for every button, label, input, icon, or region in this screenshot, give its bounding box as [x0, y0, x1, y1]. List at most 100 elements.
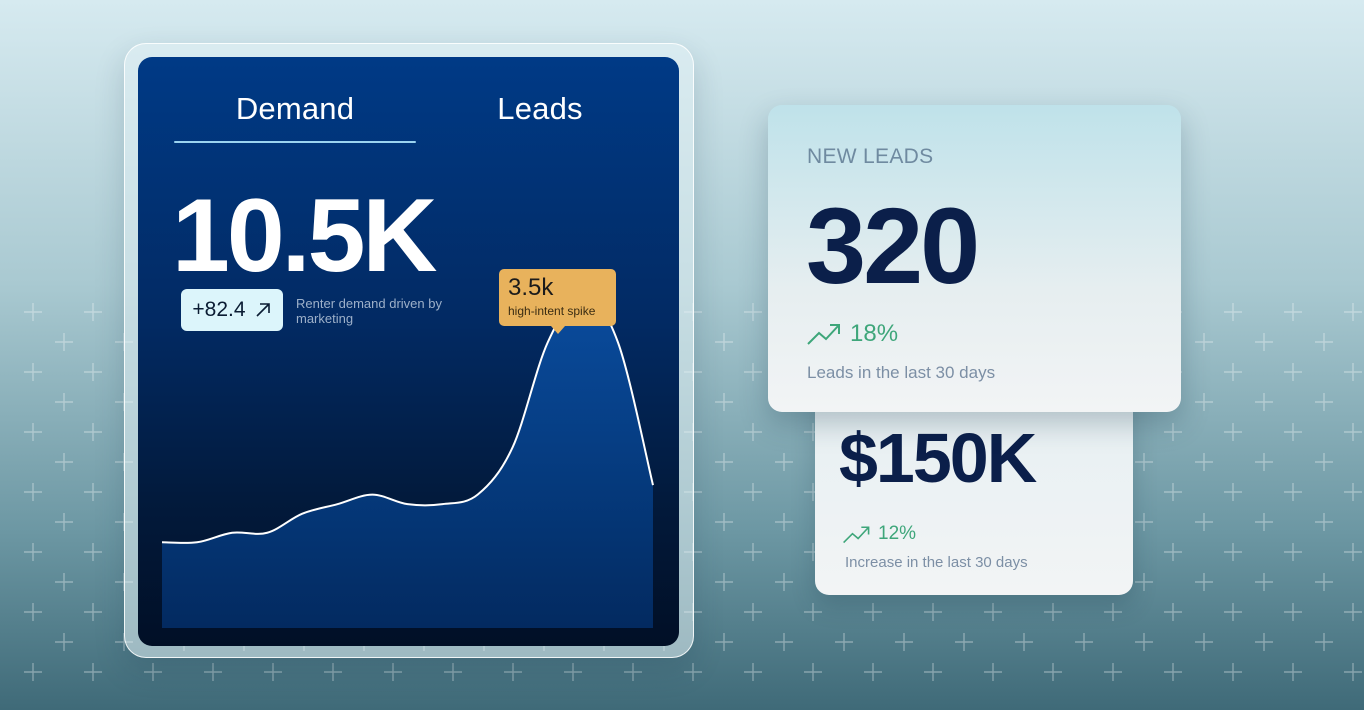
plus-mark [1164, 663, 1182, 681]
chart-area-fill [162, 294, 653, 628]
plus-mark [1195, 513, 1213, 531]
peak-tooltip: 3.5k high-intent spike [499, 269, 616, 334]
tab-leads[interactable]: Leads [497, 91, 583, 126]
plus-mark [24, 663, 42, 681]
plus-mark [744, 663, 762, 681]
revenue-value: $150K [839, 419, 1037, 497]
plus-mark [1255, 333, 1273, 351]
plus-mark [1344, 543, 1362, 561]
plus-mark [24, 423, 42, 441]
leads-label: NEW LEADS [807, 145, 934, 168]
plus-mark [775, 633, 793, 651]
plus-mark [1315, 513, 1333, 531]
plus-mark [55, 333, 73, 351]
plus-mark [264, 663, 282, 681]
new-leads-card: NEW LEADS 320 18% Leads in the last 30 d… [768, 105, 1181, 412]
delta-caption: Renter demand driven by marketing [296, 296, 442, 326]
plus-mark [24, 363, 42, 381]
plus-mark [804, 603, 822, 621]
plus-mark [984, 603, 1002, 621]
plus-mark [1135, 453, 1153, 471]
plus-mark [24, 483, 42, 501]
trend-up-icon [843, 525, 870, 543]
plus-mark [84, 663, 102, 681]
plus-mark [84, 543, 102, 561]
plus-mark [1224, 663, 1242, 681]
plus-mark [1224, 363, 1242, 381]
plus-mark [1284, 303, 1302, 321]
plus-mark [744, 423, 762, 441]
tooltip-value: 3.5k [508, 274, 554, 301]
plus-mark [1224, 603, 1242, 621]
plus-mark [1344, 483, 1362, 501]
plus-mark [1224, 543, 1242, 561]
plus-mark [955, 633, 973, 651]
plus-mark [1104, 603, 1122, 621]
plus-mark [84, 483, 102, 501]
active-tab-indicator [174, 141, 416, 143]
plus-mark [384, 663, 402, 681]
plus-mark [1164, 423, 1182, 441]
plus-mark [1224, 423, 1242, 441]
plus-mark [684, 663, 702, 681]
plus-mark [1164, 543, 1182, 561]
plus-mark [55, 453, 73, 471]
plus-mark [1255, 393, 1273, 411]
plus-mark [895, 633, 913, 651]
plus-mark [624, 663, 642, 681]
plus-mark [1164, 603, 1182, 621]
plus-mark [1284, 423, 1302, 441]
plus-mark [864, 603, 882, 621]
plus-mark [24, 603, 42, 621]
trend-up-icon [807, 324, 840, 345]
plus-mark [1284, 543, 1302, 561]
plus-mark [324, 663, 342, 681]
plus-mark [1284, 483, 1302, 501]
plus-mark [84, 363, 102, 381]
plus-mark [1135, 573, 1153, 591]
revenue-caption: Increase in the last 30 days [845, 554, 1028, 571]
plus-mark [864, 663, 882, 681]
plus-mark [1255, 453, 1273, 471]
plus-mark [1344, 663, 1362, 681]
plus-mark [1135, 633, 1153, 651]
plus-mark [204, 663, 222, 681]
plus-mark [1344, 423, 1362, 441]
plus-mark [715, 393, 733, 411]
demand-screen: Demand Leads 10.5K +82.4 Renter demand d… [138, 57, 679, 646]
plus-mark [1195, 453, 1213, 471]
plus-mark [775, 513, 793, 531]
plus-mark [55, 513, 73, 531]
plus-mark [744, 603, 762, 621]
plus-mark [775, 453, 793, 471]
plus-mark [1344, 303, 1362, 321]
delta-value: +82.4 [192, 298, 246, 321]
plus-mark [1255, 513, 1273, 531]
revenue-trend: 12% [842, 523, 916, 545]
plus-mark [444, 663, 462, 681]
plus-mark [1195, 633, 1213, 651]
demand-area-chart [161, 287, 654, 628]
plus-mark [715, 633, 733, 651]
tab-demand[interactable]: Demand [235, 91, 355, 126]
plus-mark [715, 513, 733, 531]
leads-caption: Leads in the last 30 days [807, 363, 996, 382]
demand-device-card: Demand Leads 10.5K +82.4 Renter demand d… [124, 43, 694, 658]
plus-mark [1284, 603, 1302, 621]
plus-mark [1195, 573, 1213, 591]
plus-mark [55, 633, 73, 651]
plus-mark [1075, 633, 1093, 651]
leads-trend: 18% [806, 320, 898, 348]
plus-mark [1315, 573, 1333, 591]
plus-mark [1164, 483, 1182, 501]
plus-mark [1135, 513, 1153, 531]
plus-mark [55, 393, 73, 411]
plus-mark [144, 663, 162, 681]
plus-mark [744, 363, 762, 381]
revenue-trend-value: 12% [878, 523, 917, 544]
plus-mark [1344, 363, 1362, 381]
plus-mark [715, 333, 733, 351]
plus-mark [715, 453, 733, 471]
tooltip-label: high-intent spike [508, 304, 596, 318]
demand-value: 10.5K [172, 178, 438, 294]
